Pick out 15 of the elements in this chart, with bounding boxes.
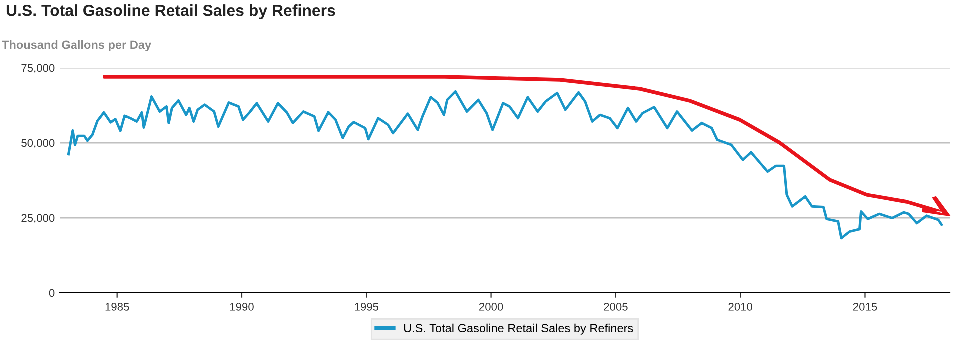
x-tick-label: 2015 <box>853 303 878 311</box>
legend-label: U.S. Total Gasoline Retail Sales by Refiners <box>404 324 634 335</box>
chart-title: U.S. Total Gasoline Retail Sales by Refiners <box>6 4 336 20</box>
y-axis-title: Thousand Gallons per Day <box>2 40 152 52</box>
y-tick-label: 25,000 <box>22 214 55 224</box>
x-tick-label: 2000 <box>479 303 504 311</box>
x-tick-label: 1990 <box>230 303 254 311</box>
y-tick-label: 50,000 <box>22 139 55 148</box>
x-tick-label: 2005 <box>604 303 628 311</box>
x-tick-label: 1995 <box>355 303 379 311</box>
y-tick-label: 75,000 <box>22 64 55 74</box>
y-tick-label: 0 <box>49 289 55 298</box>
x-tick-label: 1985 <box>106 303 130 311</box>
line-series <box>67 90 944 240</box>
x-tick-label: 2010 <box>728 303 753 311</box>
